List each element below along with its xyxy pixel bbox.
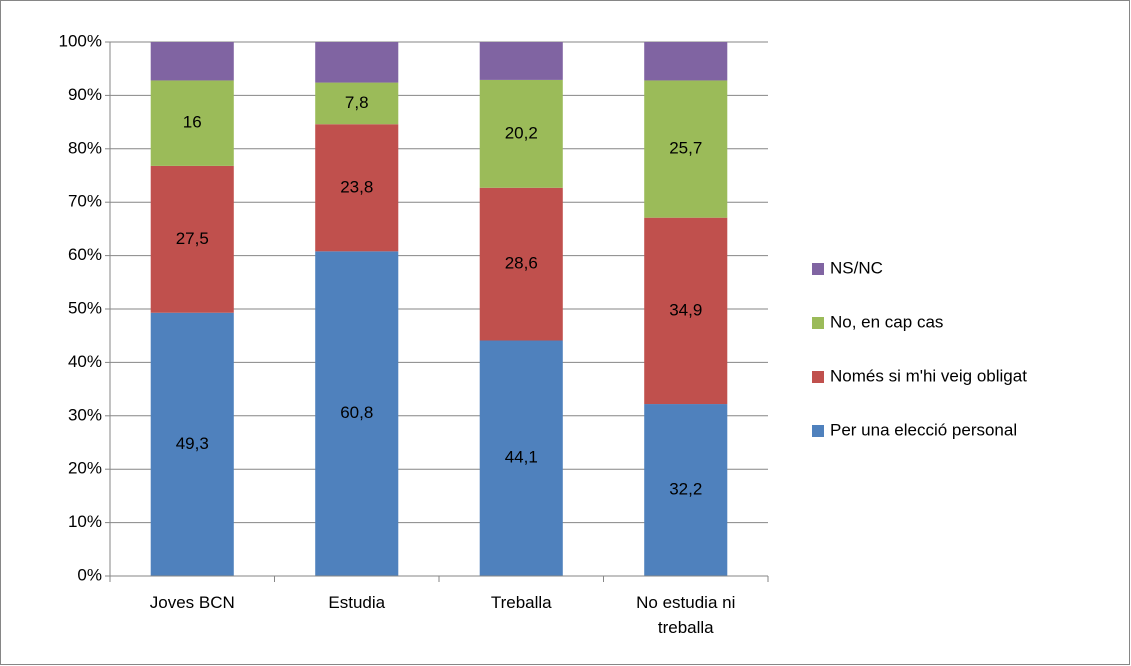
y-tick-label: 60% (68, 245, 102, 264)
bar-segment (150, 80, 234, 166)
data-label: 44,1 (505, 448, 538, 467)
data-label: 23,8 (340, 177, 373, 196)
data-label: 60,8 (340, 403, 373, 422)
bar-segment (644, 217, 728, 405)
legend-swatch (812, 371, 824, 383)
y-tick-label: 70% (68, 192, 102, 211)
bar-segment (315, 124, 399, 252)
y-tick-label: 40% (68, 352, 102, 371)
x-tick-label: Joves BCN (149, 593, 235, 612)
data-label: 20,2 (505, 123, 538, 142)
legend-label: NS/NC (830, 258, 883, 277)
x-tick-label: Estudia (328, 593, 386, 612)
legend-label: Per una elecció personal (830, 420, 1017, 439)
data-label: 25,7 (669, 139, 702, 158)
bar-segment (479, 79, 563, 188)
legend-label: Només si m'hi veig obligat (830, 366, 1027, 385)
legend-label: No, en cap cas (830, 312, 943, 331)
data-label: 7,8 (345, 93, 369, 112)
x-tick-label: Treballa (490, 593, 552, 612)
bar-segment (479, 187, 563, 341)
y-tick-label: 80% (68, 138, 102, 157)
data-label: 32,2 (669, 480, 702, 499)
bar-segment (150, 312, 234, 576)
bar-segment (150, 42, 234, 81)
legend-swatch (812, 317, 824, 329)
data-label: 34,9 (669, 300, 702, 319)
x-tick-label: No estudia ni treballa (636, 593, 736, 637)
bar-segment (644, 80, 728, 218)
bar-segment (150, 165, 234, 313)
data-label: 28,6 (505, 254, 538, 273)
data-label: 16 (183, 113, 202, 132)
legend-swatch (812, 263, 824, 275)
y-tick-label: 10% (68, 512, 102, 531)
bar-segment (315, 251, 399, 576)
data-label: 27,5 (176, 229, 209, 248)
bar-segment (479, 340, 563, 576)
y-tick-label: 20% (68, 459, 102, 478)
y-tick-label: 90% (68, 85, 102, 104)
legend-swatch (812, 425, 824, 437)
bar-segment (644, 42, 728, 81)
bar-segment (315, 82, 399, 125)
y-tick-label: 50% (68, 298, 102, 317)
bar-segment (315, 42, 399, 83)
y-tick-label: 0% (77, 565, 102, 584)
bar-segment (479, 42, 563, 80)
data-label: 49,3 (176, 434, 209, 453)
y-tick-label: 100% (59, 31, 102, 50)
y-tick-label: 30% (68, 405, 102, 424)
bar-segment (644, 404, 728, 576)
